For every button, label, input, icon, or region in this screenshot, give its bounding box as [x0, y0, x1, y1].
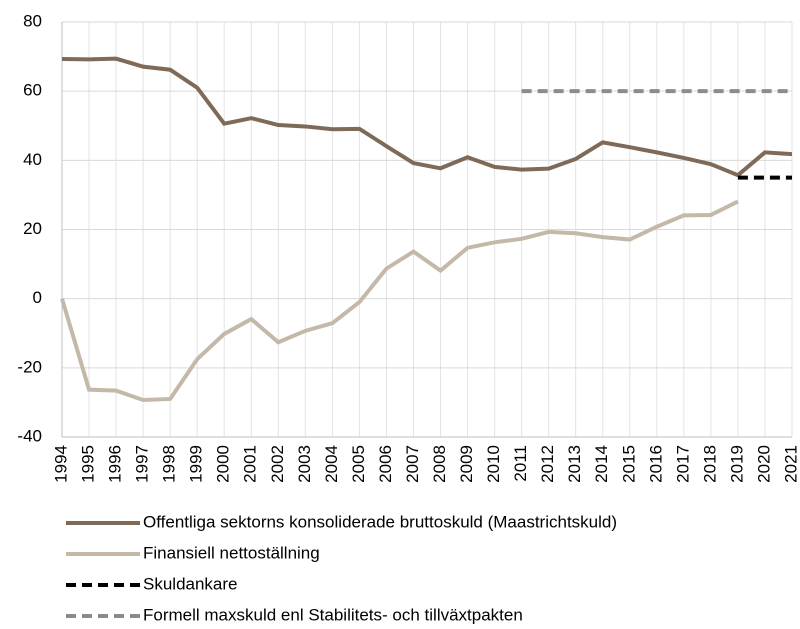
- x-tick-label: 1996: [106, 445, 125, 483]
- legend-label: Formell maxskuld enl Stabilitets- och ti…: [143, 605, 523, 624]
- x-tick-label: 2010: [484, 445, 503, 483]
- y-tick-label: 40: [23, 150, 42, 169]
- x-tick-label: 2003: [295, 445, 314, 483]
- series-line: [60, 199, 739, 403]
- x-tick-label: 2012: [538, 445, 557, 483]
- x-tick-label: 1995: [79, 445, 98, 483]
- legend-label: Offentliga sektorns konsoliderade brutto…: [143, 512, 617, 531]
- x-tick-label: 2002: [268, 445, 287, 483]
- x-tick-label: 1994: [51, 445, 70, 483]
- x-tick-label: 2021: [781, 445, 800, 483]
- x-tick-label: 2013: [565, 445, 584, 483]
- x-tick-label: 2005: [349, 445, 368, 483]
- x-tick-label: 2004: [322, 445, 341, 483]
- y-tick-label: 80: [23, 11, 42, 30]
- y-tick-label: 20: [23, 219, 42, 238]
- y-tick-label: 0: [33, 288, 42, 307]
- x-tick-label: 2001: [241, 445, 260, 483]
- x-tick-label: 2014: [592, 445, 611, 483]
- y-tick-label: -40: [17, 426, 42, 445]
- x-tick-label: 1999: [187, 445, 206, 483]
- x-tick-label: 2018: [700, 445, 719, 483]
- x-tick-label: 1997: [133, 445, 152, 483]
- x-tick-label: 2019: [727, 445, 746, 483]
- x-tick-label: 2017: [673, 445, 692, 483]
- series-line: [61, 56, 793, 178]
- x-tick-label: 2020: [754, 445, 773, 483]
- x-tick-label: 2007: [403, 445, 422, 483]
- x-tick-label: 2015: [619, 445, 638, 483]
- x-tick-label: 2000: [214, 445, 233, 483]
- x-tick-label: 2008: [430, 445, 449, 483]
- y-tick-label: -20: [17, 357, 42, 376]
- y-tick-label: 60: [23, 81, 42, 100]
- legend-label: Finansiell nettoställning: [143, 543, 320, 562]
- x-tick-label: 2016: [646, 445, 665, 483]
- x-tick-label: 1998: [160, 445, 179, 483]
- x-tick-label: 2009: [457, 445, 476, 483]
- x-tick-label: 2011: [511, 445, 530, 482]
- legend-label: Skuldankare: [143, 574, 238, 593]
- x-tick-label: 2006: [376, 445, 395, 483]
